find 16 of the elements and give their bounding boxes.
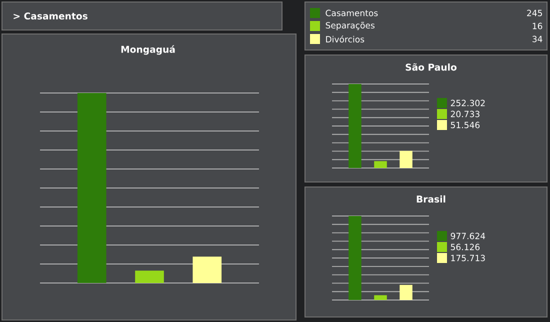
- text: 245: [527, 10, 542, 16]
- text: Divórcios: [326, 36, 364, 42]
- text: Separações: [326, 22, 375, 30]
- text: 51.546: [450, 122, 480, 128]
- chart-title: São Paulo: [406, 63, 457, 71]
- text: > Casamentos: [14, 12, 88, 20]
- chart-title: Mongaguá: [121, 45, 175, 55]
- text: 16: [532, 22, 542, 30]
- text: Casamentos: [326, 10, 378, 16]
- text: 252.302: [450, 100, 485, 106]
- text: 56.126: [450, 244, 480, 250]
- text: 34: [532, 36, 542, 42]
- text: 977.624: [450, 232, 486, 240]
- text: 20.733: [450, 110, 480, 118]
- text: 175.713: [451, 254, 485, 262]
- chart-title: Brasil: [416, 195, 446, 203]
